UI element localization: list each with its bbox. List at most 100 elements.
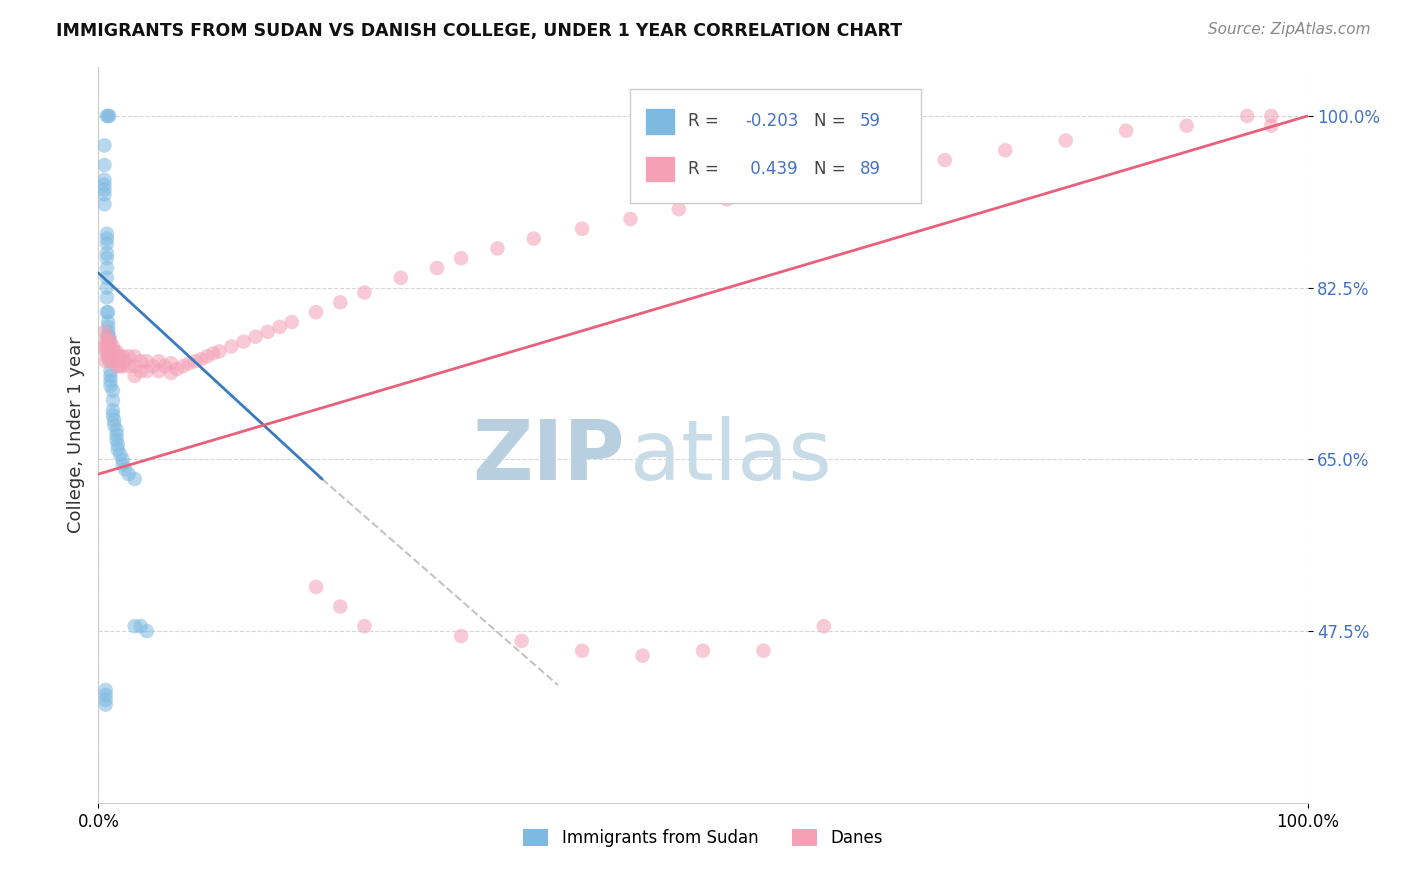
Point [135, 354, 157, 368]
Point [98, 330, 121, 344]
Point [98, 344, 121, 359]
Point [105, 433, 128, 447]
Point [97, 305, 120, 319]
Point [97, 315, 120, 329]
Point [245, 330, 267, 344]
Point [94, 692, 117, 706]
Point [765, 182, 787, 196]
Point [103, 354, 125, 368]
Point [153, 359, 176, 373]
Point [353, 285, 375, 300]
Point [172, 359, 194, 373]
Point [101, 339, 124, 353]
Point [98, 350, 121, 364]
Point [96, 271, 118, 285]
Point [692, 644, 714, 658]
Text: R =: R = [689, 112, 720, 130]
Point [107, 359, 129, 373]
Point [184, 354, 207, 368]
Point [105, 423, 128, 437]
Point [96, 339, 118, 353]
Point [96, 261, 118, 276]
Point [93, 172, 115, 186]
Point [96, 231, 118, 245]
Point [96, 291, 118, 305]
Point [96, 252, 118, 266]
Point [571, 644, 593, 658]
Point [96, 305, 118, 319]
Point [97, 109, 120, 123]
Point [269, 319, 291, 334]
Point [329, 295, 352, 310]
Text: N =: N = [814, 112, 846, 130]
Point [1054, 133, 1077, 147]
Point [389, 271, 412, 285]
Text: atlas: atlas [630, 417, 832, 498]
Point [1260, 109, 1282, 123]
Point [103, 413, 125, 427]
Point [668, 202, 690, 217]
Point [108, 350, 131, 364]
Point [1236, 109, 1258, 123]
Point [105, 354, 128, 368]
Point [111, 350, 134, 364]
Point [93, 158, 115, 172]
Point [101, 384, 124, 398]
Point [98, 334, 121, 349]
Point [232, 334, 254, 349]
Bar [645, 108, 675, 135]
Point [98, 354, 121, 368]
Text: IMMIGRANTS FROM SUDAN VS DANISH COLLEGE, UNDER 1 YEAR CORRELATION CHART: IMMIGRANTS FROM SUDAN VS DANISH COLLEGE,… [56, 22, 903, 40]
Point [97, 325, 120, 339]
Point [124, 359, 146, 373]
Point [101, 409, 124, 423]
Text: 59: 59 [860, 112, 882, 130]
Point [571, 222, 593, 236]
Point [1115, 123, 1137, 137]
Point [160, 366, 183, 380]
Text: 89: 89 [860, 161, 882, 178]
Point [142, 359, 165, 373]
Point [873, 162, 896, 177]
Point [752, 644, 775, 658]
Point [94, 334, 117, 349]
Text: ZIP: ZIP [472, 417, 624, 498]
Text: N =: N = [814, 161, 846, 178]
Point [100, 369, 122, 384]
Point [813, 172, 835, 186]
Point [101, 403, 124, 417]
Point [118, 350, 141, 364]
Point [101, 393, 124, 408]
Y-axis label: College, Under 1 year: College, Under 1 year [66, 336, 84, 533]
Point [179, 356, 201, 370]
Point [100, 374, 122, 388]
Point [813, 619, 835, 633]
Text: 0.439: 0.439 [745, 161, 799, 178]
Legend: Immigrants from Sudan, Danes: Immigrants from Sudan, Danes [517, 822, 889, 854]
Point [94, 688, 117, 702]
Point [450, 252, 472, 266]
Point [100, 354, 122, 368]
Point [129, 354, 152, 368]
Point [101, 350, 124, 364]
Point [124, 369, 146, 384]
Point [103, 344, 125, 359]
Point [100, 364, 122, 378]
Point [111, 452, 134, 467]
Point [93, 325, 115, 339]
Point [96, 246, 118, 260]
Point [108, 359, 131, 373]
Point [124, 619, 146, 633]
Point [105, 344, 128, 359]
Point [93, 187, 115, 202]
Point [450, 629, 472, 643]
Point [1260, 119, 1282, 133]
Point [124, 472, 146, 486]
Point [148, 364, 170, 378]
Point [94, 344, 117, 359]
Point [934, 153, 956, 168]
Point [96, 350, 118, 364]
Point [105, 427, 128, 442]
Point [426, 261, 449, 276]
Point [631, 648, 654, 663]
